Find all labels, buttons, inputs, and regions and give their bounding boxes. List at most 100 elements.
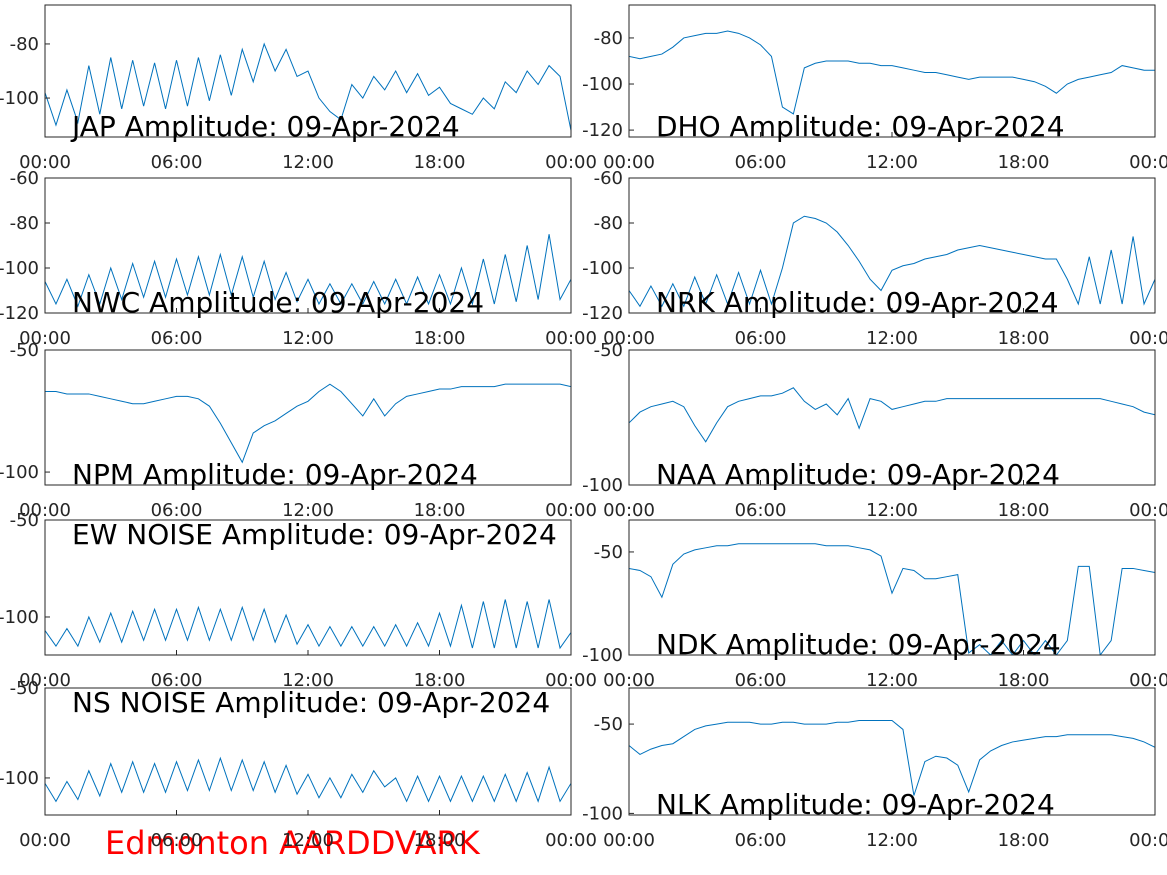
- axes-background: [629, 350, 1155, 485]
- x-tick-label: 00:00: [1129, 830, 1167, 851]
- panel: -100 -50 00:00 06:00 12:00 18:00 00:00 EW NOISE…: [0, 510, 597, 691]
- x-tick-label: 06:00: [151, 670, 203, 691]
- y-tick-label: -100: [0, 258, 39, 279]
- data-line: [629, 215, 1155, 308]
- panel-title: NRK Amplitude: 09-Apr-2024: [656, 286, 1059, 319]
- axes-frame: [44, 4, 572, 138]
- axes-frame: [44, 349, 572, 486]
- panel-title: DHO Amplitude: 09-Apr-2024: [656, 110, 1065, 143]
- axes-frame: [44, 519, 572, 656]
- x-tick-label: 18:00: [998, 328, 1050, 349]
- x-tick-label: 12:00: [866, 328, 918, 349]
- panel-title: NAA Amplitude: 09-Apr-2024: [656, 458, 1060, 491]
- x-tick-label: 00:00: [1129, 328, 1167, 349]
- x-tick-label: 00:00: [1129, 500, 1167, 521]
- x-tick-label: 12:00: [866, 670, 918, 691]
- panel-title: NPM Amplitude: 09-Apr-2024: [72, 458, 478, 491]
- x-tick-label: 00:00: [19, 152, 71, 173]
- x-tick-label: 00:00: [19, 830, 71, 851]
- x-tick-label: 00:00: [545, 152, 597, 173]
- x-tick-label: 00:00: [545, 830, 597, 851]
- x-tick-label: 12:00: [282, 830, 334, 851]
- x-tick-label: 00:00: [603, 670, 655, 691]
- x-tick-label: 06:00: [735, 328, 787, 349]
- y-tick-label: -80: [10, 213, 39, 234]
- x-tick-label: 00:00: [603, 500, 655, 521]
- axes-background: [45, 350, 571, 485]
- y-tick-label: -100: [0, 88, 39, 109]
- x-tick-label: 00:00: [545, 328, 597, 349]
- axes-background: [629, 520, 1155, 655]
- y-tick-label: -100: [0, 607, 39, 628]
- data-line: [629, 387, 1155, 443]
- x-tick-label: 18:00: [414, 152, 466, 173]
- panel: -100 -80 00:00 06:00 12:00 18:00 00:00 JAP Ampl…: [0, 4, 597, 173]
- y-tick-label: -60: [594, 168, 623, 189]
- data-line: [45, 383, 571, 464]
- panel-title: NDK Amplitude: 09-Apr-2024: [656, 628, 1061, 661]
- x-tick-label: 06:00: [151, 152, 203, 173]
- x-tick-label: 00:00: [603, 152, 655, 173]
- axes-background: [45, 178, 571, 313]
- x-tick-label: 18:00: [414, 500, 466, 521]
- y-tick-label: -100: [582, 475, 623, 496]
- panel: -100 -50 00:00 06:00 12:00 18:00 00:00 NS NOISE…: [0, 678, 597, 851]
- panel: -120-100-80-6000:0006:0012:0018:0000:00N…: [582, 168, 1167, 349]
- axes-background: [45, 520, 571, 655]
- y-tick-label: -50: [10, 340, 39, 361]
- axes-background: [629, 688, 1155, 815]
- y-tick-label: -50: [594, 714, 623, 735]
- x-tick-label: 00:00: [19, 670, 71, 691]
- x-tick-label: 06:00: [151, 500, 203, 521]
- y-tick-label: -50: [10, 678, 39, 699]
- x-tick-label: 18:00: [414, 670, 466, 691]
- x-tick-label: 18:00: [998, 152, 1050, 173]
- axes-frame: [628, 4, 1156, 138]
- y-tick-label: -50: [594, 340, 623, 361]
- x-tick-label: 18:00: [998, 830, 1050, 851]
- data-line: [45, 42, 571, 131]
- panel-title: NWC Amplitude: 09-Apr-2024: [72, 286, 484, 319]
- y-tick-label: -120: [582, 303, 623, 324]
- data-line: [45, 756, 571, 803]
- x-tick-label: 00:00: [545, 670, 597, 691]
- axes-frame: [628, 687, 1156, 816]
- data-line: [45, 234, 571, 308]
- x-tick-label: 12:00: [282, 328, 334, 349]
- y-tick-label: -100: [0, 768, 39, 789]
- y-tick-label: -60: [10, 168, 39, 189]
- x-tick-label: 12:00: [282, 152, 334, 173]
- x-tick-label: 00:00: [1129, 152, 1167, 173]
- panel-title: EW NOISE Amplitude: 09-Apr-2024: [72, 518, 557, 551]
- x-tick-label: 18:00: [998, 670, 1050, 691]
- axes-frame: [44, 687, 572, 816]
- y-tick-label: -50: [10, 510, 39, 531]
- y-tick-label: -100: [0, 462, 39, 483]
- axes-background: [629, 5, 1155, 137]
- x-tick-label: 18:00: [414, 328, 466, 349]
- axes-frame: [628, 349, 1156, 486]
- y-tick-label: -120: [0, 303, 39, 324]
- y-tick-label: -100: [582, 258, 623, 279]
- panel-title: NS NOISE Amplitude: 09-Apr-2024: [72, 686, 550, 719]
- y-tick-label: -100: [582, 645, 623, 666]
- x-tick-label: 06:00: [151, 328, 203, 349]
- x-tick-label: 12:00: [866, 500, 918, 521]
- x-tick-label: 18:00: [998, 500, 1050, 521]
- axes-background: [45, 688, 571, 815]
- x-tick-label: 06:00: [735, 830, 787, 851]
- y-tick-label: -80: [594, 28, 623, 49]
- y-tick-label: -80: [10, 34, 39, 55]
- x-tick-label: 12:00: [282, 500, 334, 521]
- panel-title: NLK Amplitude: 09-Apr-2024: [656, 788, 1055, 821]
- y-tick-label: -80: [594, 213, 623, 234]
- y-tick-label: -120: [582, 120, 623, 141]
- axes-background: [629, 178, 1155, 313]
- x-tick-label: 12:00: [866, 152, 918, 173]
